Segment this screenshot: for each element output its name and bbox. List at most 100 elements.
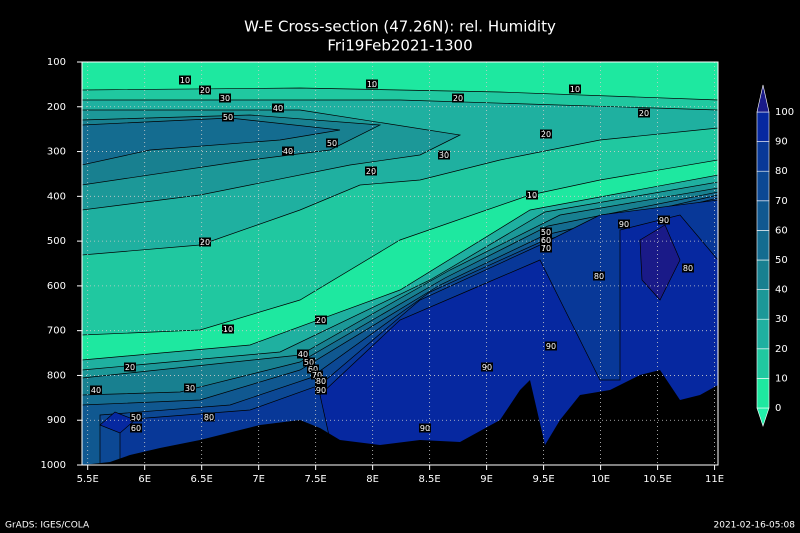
contour-label-box bbox=[184, 383, 196, 393]
contour-label-box bbox=[315, 376, 327, 386]
contour-label: 40 bbox=[273, 104, 283, 113]
humidity-region bbox=[639, 224, 681, 301]
colorbar-label: 70 bbox=[775, 196, 788, 207]
contour-label-box bbox=[272, 103, 284, 113]
contour-label: 40 bbox=[283, 147, 293, 156]
colorbar-swatch bbox=[756, 111, 770, 142]
x-tick-label: 7E bbox=[252, 474, 265, 485]
footer-right: 2021-02-16-05:08 bbox=[714, 521, 796, 531]
contour-label-box bbox=[326, 138, 338, 148]
contour-label: 20 bbox=[541, 130, 551, 139]
x-tick-label: 11E bbox=[705, 474, 724, 485]
contour-label-box bbox=[303, 357, 315, 367]
contour-label-box bbox=[307, 364, 319, 374]
colorbar-label: 50 bbox=[775, 255, 788, 266]
colorbar-swatch bbox=[756, 259, 770, 290]
contour-label-box bbox=[124, 362, 136, 372]
contour-label: 10 bbox=[527, 191, 537, 200]
contour-label-box bbox=[222, 112, 234, 122]
contour-label-box bbox=[365, 166, 377, 176]
contour-label: 90 bbox=[546, 342, 556, 351]
contour-label: 90 bbox=[659, 216, 669, 225]
contour-label: 40 bbox=[298, 350, 308, 359]
contour-label: 20 bbox=[200, 86, 210, 95]
contour-label-box bbox=[682, 263, 694, 273]
contour-label: 20 bbox=[639, 109, 649, 118]
contour-label: 10 bbox=[223, 325, 233, 334]
contour-label-box bbox=[438, 150, 450, 160]
contour-label-box bbox=[618, 219, 630, 229]
contour-label-box bbox=[569, 84, 581, 94]
contour-label: 30 bbox=[185, 384, 195, 393]
colorbar-under bbox=[756, 407, 770, 427]
colorbar-label: 90 bbox=[775, 137, 788, 148]
contour-label: 60 bbox=[541, 236, 551, 245]
y-tick-label: 700 bbox=[47, 326, 66, 337]
colorbar-swatch bbox=[756, 200, 770, 231]
chart-subtitle: Fri19Feb2021-1300 bbox=[327, 37, 472, 55]
contour-label-box bbox=[219, 93, 231, 103]
contour-label-box bbox=[282, 146, 294, 156]
colorbar-swatch bbox=[756, 230, 770, 261]
colorbar-label: 10 bbox=[775, 373, 788, 384]
contour-label: 90 bbox=[619, 220, 629, 229]
y-tick-label: 400 bbox=[47, 191, 66, 202]
contour-label-box bbox=[199, 85, 211, 95]
y-tick-label: 1000 bbox=[41, 460, 66, 471]
contour-label: 50 bbox=[223, 113, 233, 122]
colorbar-label: 80 bbox=[775, 166, 788, 177]
colorbar-swatch bbox=[756, 289, 770, 320]
contour-label: 50 bbox=[131, 413, 141, 422]
contour-label: 80 bbox=[594, 272, 604, 281]
y-tick-label: 500 bbox=[47, 236, 66, 247]
x-tick-label: 6.5E bbox=[191, 474, 213, 485]
contour-label-box bbox=[315, 315, 327, 325]
contour-label-box bbox=[545, 341, 557, 351]
y-tick-label: 100 bbox=[47, 57, 66, 68]
contour-label: 80 bbox=[316, 377, 326, 386]
colorbar-label: 0 bbox=[775, 403, 781, 414]
contour-label-box bbox=[297, 349, 309, 359]
contour-label: 20 bbox=[366, 167, 376, 176]
contour-label: 20 bbox=[125, 363, 135, 372]
contour-label: 10 bbox=[367, 80, 377, 89]
contour-label: 20 bbox=[316, 316, 326, 325]
colorbar-over bbox=[756, 84, 770, 113]
terrain bbox=[82, 370, 718, 465]
colorbar-label: 30 bbox=[775, 314, 788, 325]
contour-label-box bbox=[366, 79, 378, 89]
contour-label-box bbox=[222, 324, 234, 334]
y-tick-label: 300 bbox=[47, 147, 66, 158]
contour-label-box bbox=[311, 370, 323, 380]
contour-label: 70 bbox=[312, 371, 322, 380]
contour-label: 40 bbox=[91, 386, 101, 395]
y-tick-label: 200 bbox=[47, 102, 66, 113]
contour-label-box bbox=[203, 412, 215, 422]
contour-label: 80 bbox=[204, 413, 214, 422]
contour-label: 90 bbox=[482, 363, 492, 372]
x-tick-label: 10E bbox=[591, 474, 610, 485]
contour-label: 90 bbox=[420, 424, 430, 433]
x-tick-label: 9E bbox=[480, 474, 493, 485]
x-tick-label: 7.5E bbox=[305, 474, 327, 485]
colorbar-label: 100 bbox=[775, 107, 794, 118]
y-tick-label: 600 bbox=[47, 281, 66, 292]
contour-label-box bbox=[593, 271, 605, 281]
contour-label: 20 bbox=[200, 238, 210, 247]
contour-label-box bbox=[315, 385, 327, 395]
contour-label-box bbox=[540, 129, 552, 139]
contour-label: 50 bbox=[541, 228, 551, 237]
contour-label: 20 bbox=[453, 94, 463, 103]
contour-label-box bbox=[419, 423, 431, 433]
y-tick-label: 800 bbox=[47, 370, 66, 381]
contour-label: 80 bbox=[683, 264, 693, 273]
y-tick-label: 900 bbox=[47, 415, 66, 426]
contour-label-box bbox=[540, 235, 552, 245]
contour-label: 90 bbox=[316, 386, 326, 395]
x-tick-label: 9.5E bbox=[532, 474, 554, 485]
colorbar-label: 40 bbox=[775, 285, 788, 296]
x-tick-label: 5.5E bbox=[77, 474, 99, 485]
contour-label: 50 bbox=[327, 139, 337, 148]
contour-label-box bbox=[130, 412, 142, 422]
